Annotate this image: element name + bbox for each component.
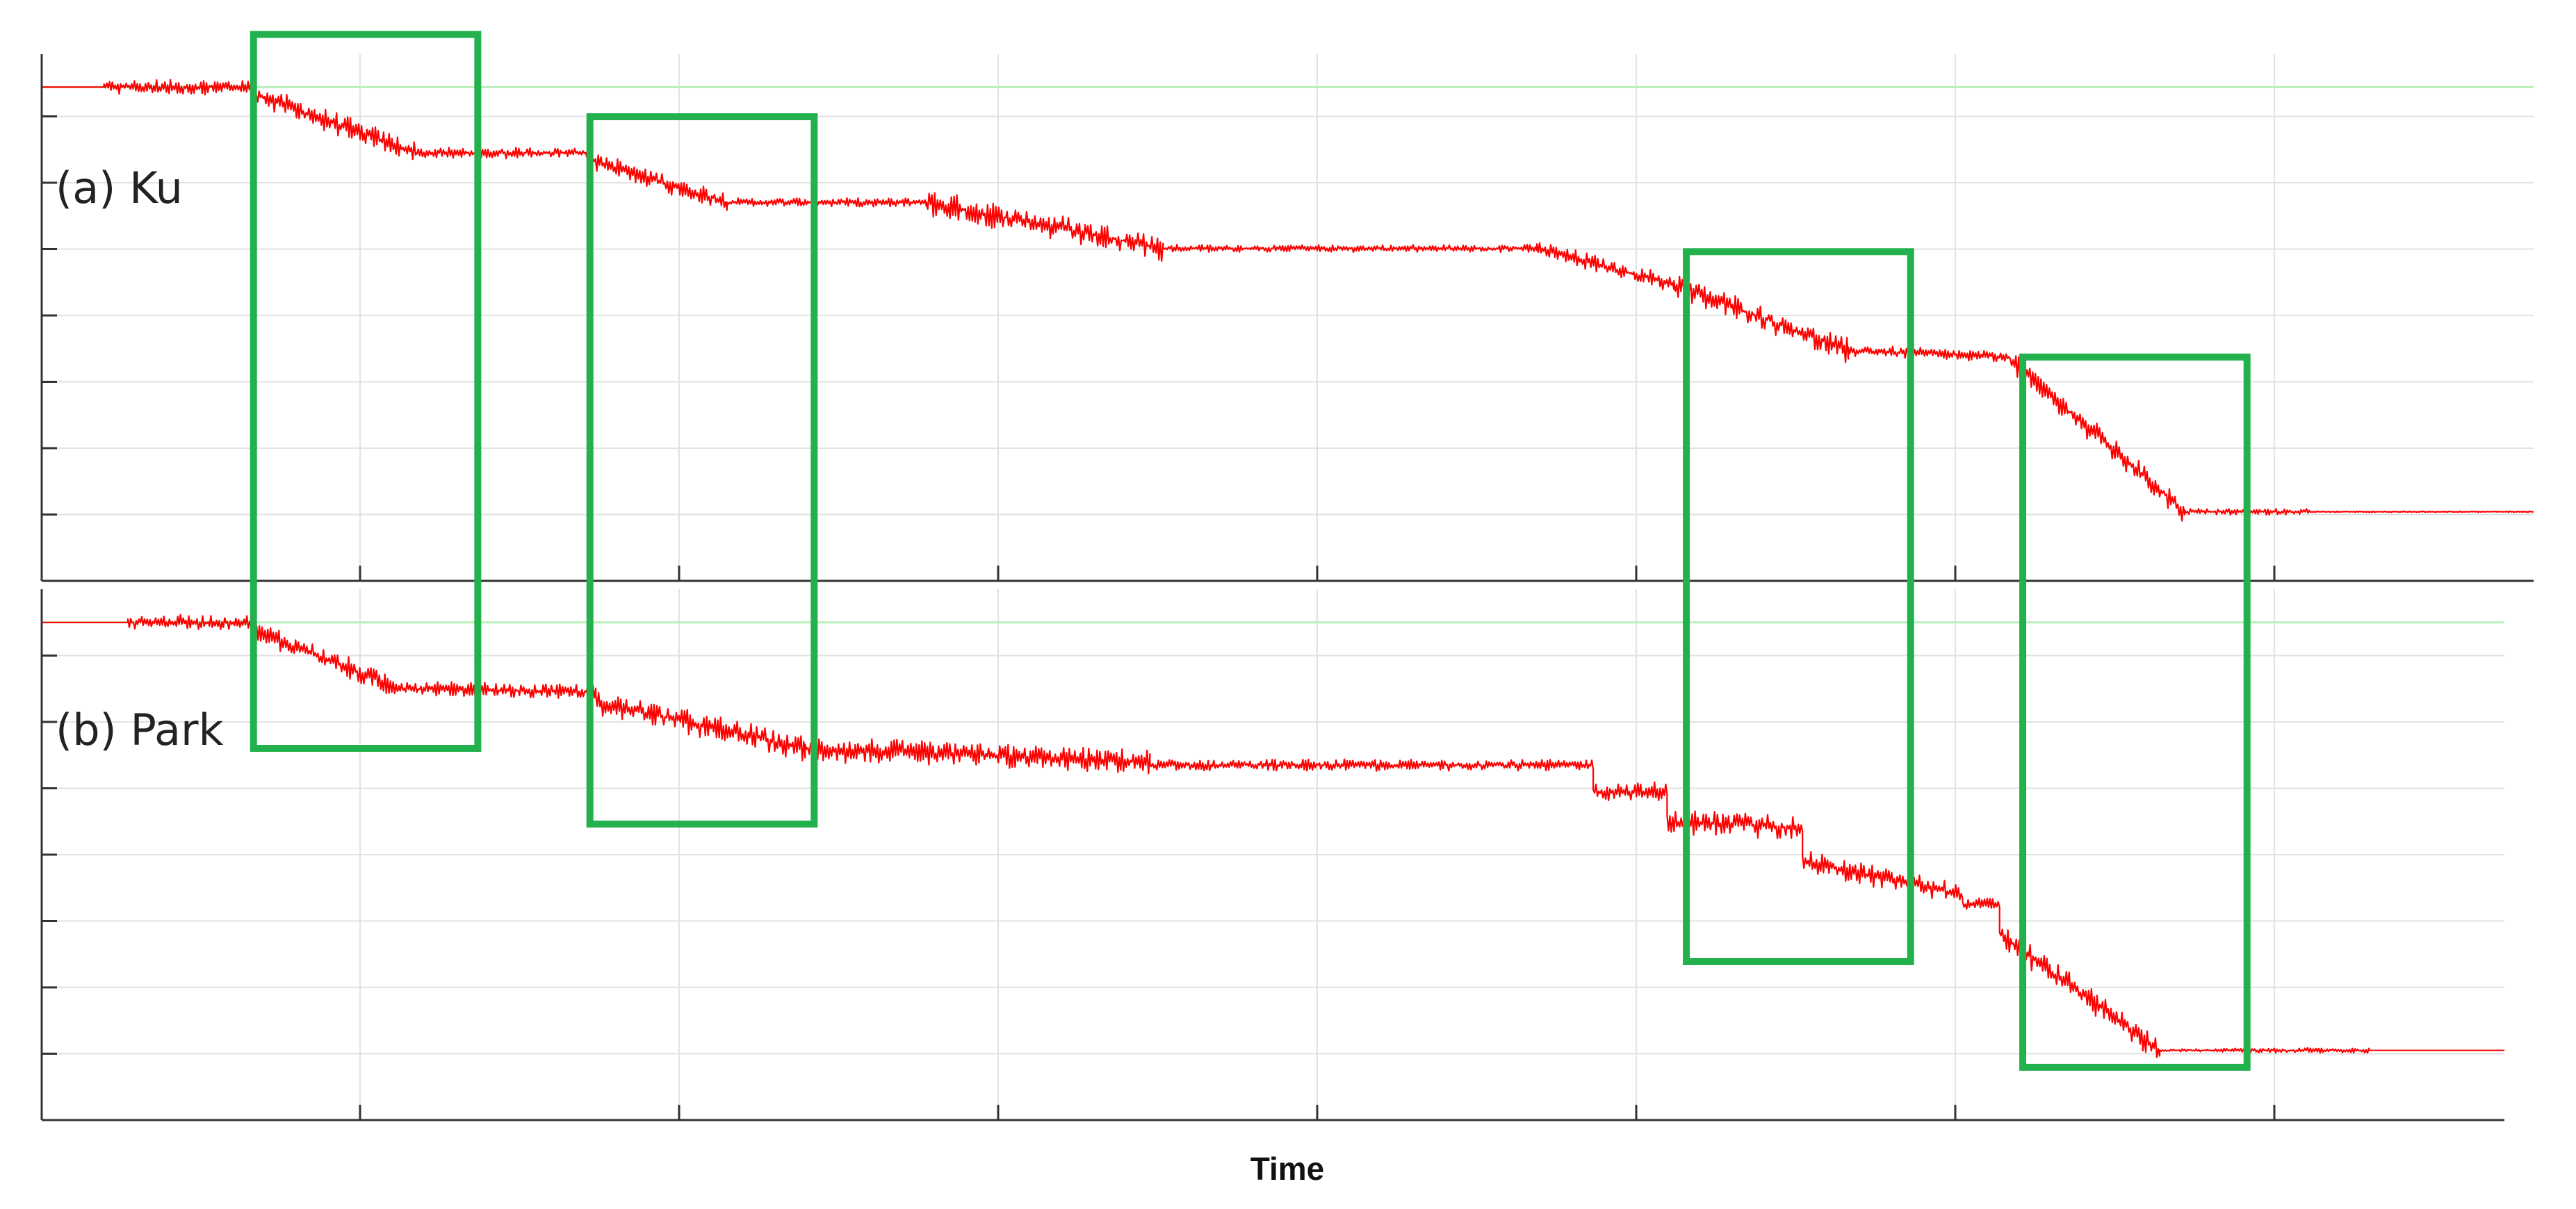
chart-panel-a — [40, 54, 2534, 582]
signal-trace-b — [42, 614, 2504, 1058]
panel-label-b: (b) Park — [56, 705, 224, 755]
chart-panel-b — [40, 589, 2504, 1121]
highlight-box — [586, 113, 818, 828]
x-axis-label: Time — [1250, 1151, 1325, 1187]
highlight-box — [250, 31, 482, 752]
highlight-boxes — [250, 31, 2251, 1071]
highlight-box — [2019, 353, 2251, 1071]
highlight-box — [1683, 248, 1914, 965]
signal-trace-a — [42, 79, 2534, 522]
panel-label-a: (a) Ku — [56, 163, 183, 213]
